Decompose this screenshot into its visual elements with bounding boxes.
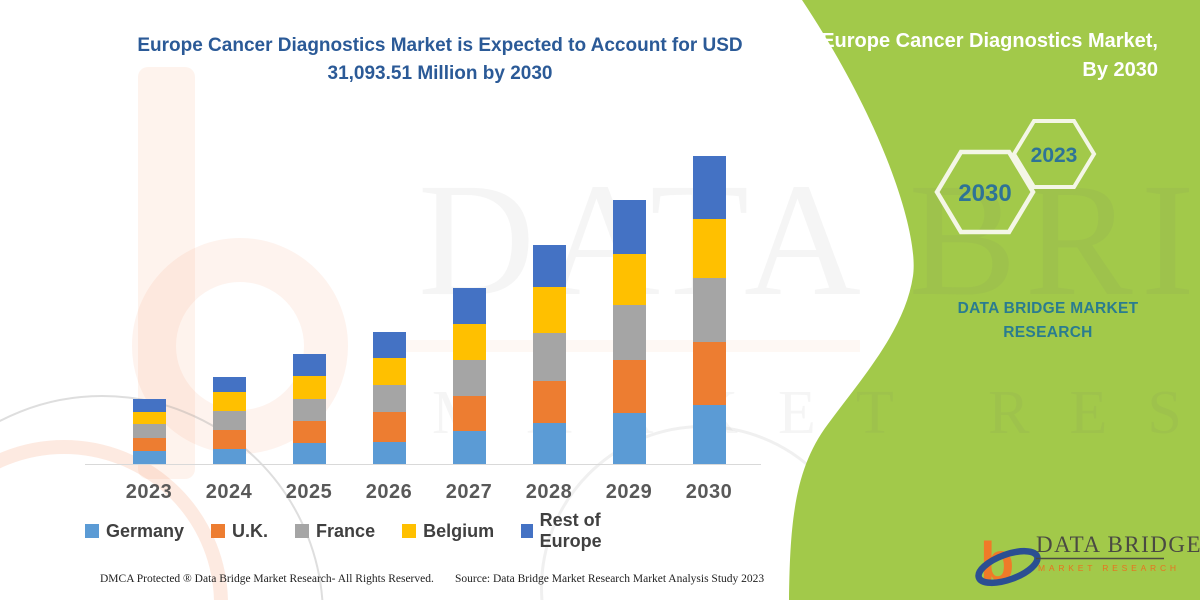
logo-swoosh-icon <box>975 547 1041 587</box>
bar-segment-u-k--2027 <box>452 395 486 431</box>
panel-heading-line1: Europe Cancer Diagnostics Market, <box>821 30 1158 52</box>
bar-segment-belgium-2029 <box>612 254 646 306</box>
bar-2026 <box>372 332 406 465</box>
bar-segment-germany-2024 <box>212 448 246 465</box>
x-axis-label-2028: 2028 <box>525 481 573 503</box>
legend-label: Belgium <box>423 520 495 541</box>
bar-2029 <box>612 200 646 465</box>
legend-item-u-k-: U.K. <box>211 521 268 542</box>
bar-segment-rest-of-europe-2023 <box>132 399 166 413</box>
brand-caption-line2: RESEARCH <box>1003 324 1093 342</box>
brand-caption: DATA BRIDGE MARKET RESEARCH <box>933 297 1163 345</box>
bar-segment-france-2030 <box>692 277 726 342</box>
x-axis-label-2024: 2024 <box>205 481 253 503</box>
bar-segment-germany-2026 <box>372 441 406 465</box>
bar-segment-rest-of-europe-2024 <box>212 376 246 393</box>
bar-segment-germany-2027 <box>452 431 486 465</box>
bar-segment-u-k--2030 <box>692 341 726 406</box>
legend-swatch-icon <box>85 524 99 538</box>
bar-2027 <box>452 288 486 465</box>
footer-source-text: Source: Data Bridge Market Research Mark… <box>455 573 765 585</box>
x-axis-label-2027: 2027 <box>445 481 493 503</box>
x-axis-label-2030: 2030 <box>685 481 733 503</box>
hexagon-2030 <box>934 149 1036 235</box>
footer-dmca-text: DMCA Protected ® Data Bridge Market Rese… <box>100 573 434 585</box>
bar-segment-germany-2025 <box>292 443 326 465</box>
legend-swatch-icon <box>402 524 417 538</box>
bar-2025 <box>292 354 326 465</box>
legend-swatch-icon <box>521 524 533 538</box>
bar-segment-rest-of-europe-2028 <box>532 245 566 288</box>
legend-label: France <box>316 520 376 541</box>
legend-swatch-icon <box>295 524 310 538</box>
bar-segment-belgium-2025 <box>292 375 326 400</box>
bar-segment-u-k--2029 <box>612 360 646 414</box>
bar-segment-belgium-2024 <box>212 392 246 412</box>
bar-segment-france-2029 <box>612 305 646 361</box>
legend-label: Germany <box>106 520 185 541</box>
x-axis-label-2026: 2026 <box>365 481 413 503</box>
bar-2030 <box>692 156 726 465</box>
bar-2028 <box>532 245 566 465</box>
bar-segment-rest-of-europe-2030 <box>692 156 726 219</box>
chart-title-line1: Europe Cancer Diagnostics Market is Expe… <box>137 35 743 56</box>
bar-segment-u-k--2025 <box>292 420 326 444</box>
chart-legend: Germany U.K. France Belgium Rest of Europe <box>85 510 645 552</box>
x-axis-label-2029: 2029 <box>605 481 653 503</box>
x-axis-line <box>85 464 761 465</box>
bar-segment-germany-2030 <box>692 405 726 465</box>
x-axis-label-2025: 2025 <box>285 481 333 503</box>
hexagon-2023 <box>1011 119 1097 189</box>
chart-title-line2: 31,093.51 Million by 2030 <box>327 62 553 84</box>
bar-segment-france-2028 <box>532 333 566 382</box>
logo-tagline: MARKET RESEARCH <box>1038 563 1180 573</box>
legend-item-belgium: Belgium <box>402 521 494 542</box>
hexagon-2023-label: 2023 <box>1031 144 1078 167</box>
legend-item-rest-of-europe: Rest of Europe <box>521 510 645 552</box>
bar-segment-u-k--2023 <box>132 437 166 451</box>
legend-label: Rest of Europe <box>539 510 602 551</box>
bar-segment-rest-of-europe-2026 <box>372 332 406 359</box>
bar-segment-u-k--2026 <box>372 411 406 442</box>
x-axis-label-2023: 2023 <box>125 481 173 503</box>
logo-name: DATA BRIDGE <box>1036 532 1200 557</box>
bar-segment-france-2027 <box>452 360 486 396</box>
green-panel-shape <box>789 0 1200 600</box>
legend-item-germany: Germany <box>85 521 184 542</box>
legend-swatch-icon <box>211 524 226 538</box>
bar-segment-france-2025 <box>292 399 326 421</box>
bar-segment-france-2026 <box>372 385 406 412</box>
brand-caption-line1: DATA BRIDGE MARKET <box>957 300 1139 317</box>
legend-label: U.K. <box>232 520 269 541</box>
bar-segment-u-k--2024 <box>212 430 246 449</box>
bar-segment-germany-2028 <box>532 423 566 465</box>
hexagon-2030-label: 2030 <box>958 180 1011 207</box>
bar-segment-u-k--2028 <box>532 381 566 424</box>
panel-heading-line2: By 2030 <box>1082 59 1158 81</box>
bar-2024 <box>212 376 246 465</box>
bar-segment-germany-2023 <box>132 450 166 465</box>
bar-segment-belgium-2026 <box>372 358 406 386</box>
bar-segment-rest-of-europe-2027 <box>452 288 486 325</box>
bar-segment-belgium-2027 <box>452 324 486 361</box>
legend-item-france: France <box>295 521 375 542</box>
bar-segment-france-2024 <box>212 411 246 431</box>
bar-segment-rest-of-europe-2025 <box>292 354 326 376</box>
chart-title: Europe Cancer Diagnostics Market is Expe… <box>120 32 760 87</box>
panel-heading: Europe Cancer Diagnostics Market, By 203… <box>813 27 1158 85</box>
bar-segment-belgium-2030 <box>692 218 726 278</box>
bar-segment-belgium-2023 <box>132 412 166 425</box>
bar-segment-rest-of-europe-2029 <box>612 200 646 255</box>
bar-segment-germany-2029 <box>612 413 646 465</box>
bar-segment-france-2023 <box>132 424 166 438</box>
bar-segment-belgium-2028 <box>532 287 566 334</box>
bar-2023 <box>132 399 166 465</box>
